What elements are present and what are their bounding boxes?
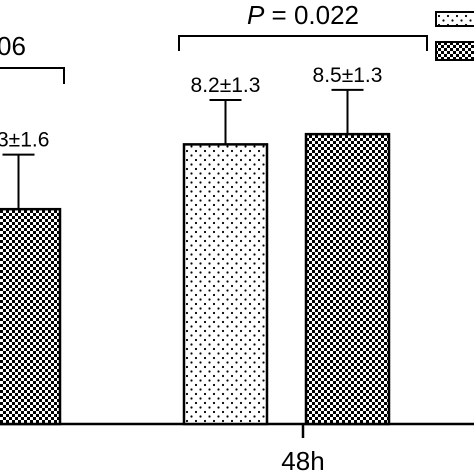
- bar-left-checker: [0, 207, 62, 426]
- bar-48h-dots: [182, 143, 269, 426]
- value-label-48h-dots: 8.2±1.3: [191, 74, 261, 97]
- value-label-48h-checker: 8.5±1.3: [313, 64, 383, 87]
- p-symbol: P: [247, 0, 265, 30]
- legend-swatch-dots: [435, 11, 474, 27]
- comparison-label-left: 06: [0, 31, 26, 61]
- comparison-label-48h: P = 0.022: [247, 0, 359, 30]
- p-value: = 0.022: [264, 0, 359, 30]
- bar-48h-checker: [304, 132, 391, 426]
- x-tick-label-48h: 48h: [281, 446, 324, 474]
- comparison-bracket-left: [0, 67, 65, 84]
- value-label-left-checker: 3±1.6: [0, 129, 49, 152]
- legend-swatch-checker: [435, 41, 474, 61]
- comparison-bracket-48h: [178, 35, 428, 51]
